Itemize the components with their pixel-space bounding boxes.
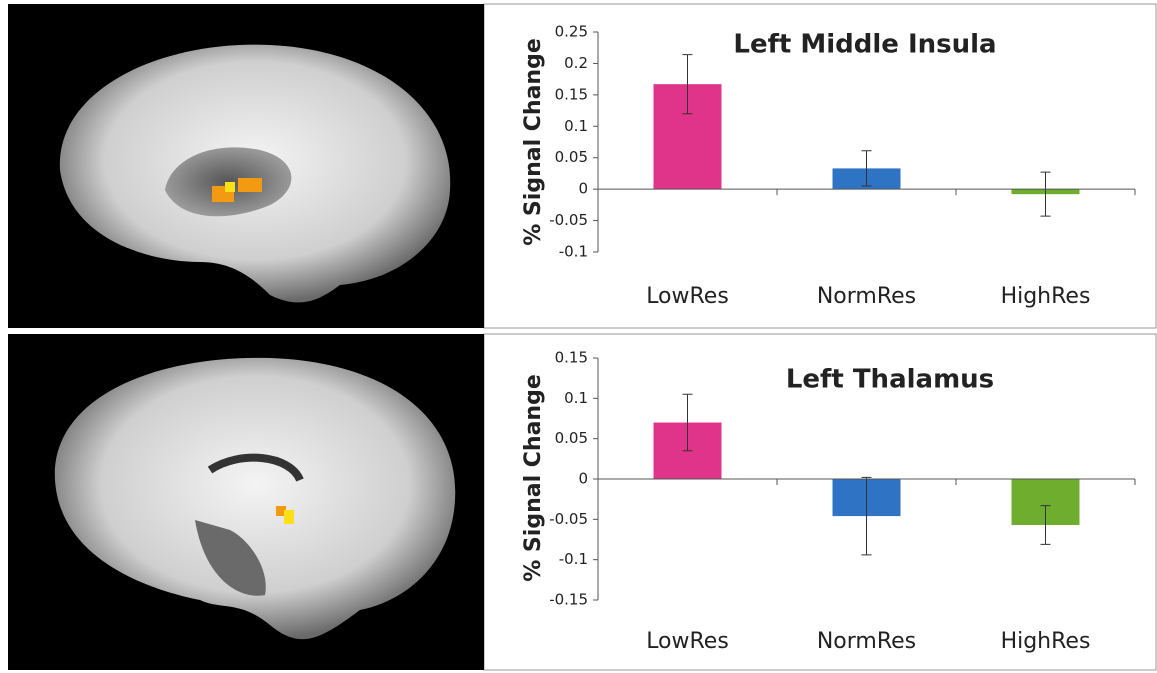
x-tick-label: LowRes: [646, 284, 729, 309]
y-tick-label: 0.2: [564, 54, 588, 72]
y-tick-label: 0.1: [564, 389, 588, 407]
chart-title: Left Thalamus: [786, 365, 994, 395]
y-tick-label: -0.05: [549, 510, 588, 528]
x-tick-label: HighRes: [1001, 629, 1091, 654]
y-tick-label: 0: [578, 470, 588, 488]
x-tick-label: HighRes: [1001, 284, 1091, 309]
y-axis-label: % Signal Change: [521, 38, 546, 246]
y-tick-label: 0.25: [555, 23, 588, 41]
y-axis-label: % Signal Change: [521, 374, 546, 582]
figure: Left Middle Insula % Signal Change -0.1 -0.…: [0, 0, 1157, 673]
y-tick-label: -0.15: [549, 591, 588, 609]
x-tick-label: LowRes: [646, 629, 729, 654]
y-tick-label: 0.15: [555, 85, 588, 103]
y-tick-label: -0.05: [549, 211, 588, 229]
y-tick-label: 0: [578, 180, 588, 198]
y-tick-label: 0.1: [564, 117, 588, 135]
y-tick-label: -0.1: [559, 550, 588, 568]
y-tick-label: -0.1: [559, 243, 588, 261]
y-tick-label: 0.05: [555, 429, 588, 447]
brain-image-top: [8, 4, 484, 328]
x-tick-label: NormRes: [817, 284, 916, 309]
brain-image-bottom: [8, 334, 484, 670]
x-tick-label: NormRes: [817, 629, 916, 654]
y-tick-label: 0.15: [555, 349, 588, 367]
chart-title: Left Middle Insula: [733, 30, 996, 60]
y-tick-label: 0.05: [555, 148, 588, 166]
